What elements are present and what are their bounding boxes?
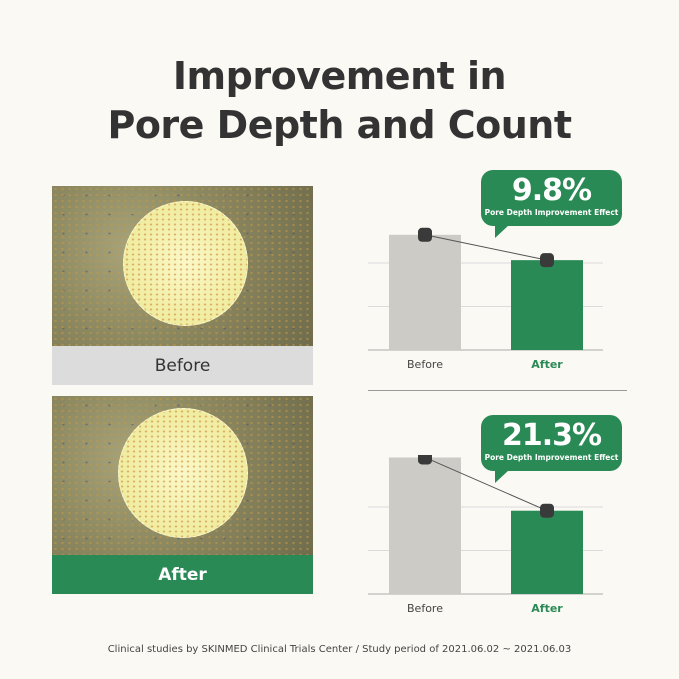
page-title: Improvement in Pore Depth and Count <box>107 54 572 147</box>
trend-line <box>424 234 548 261</box>
data-marker <box>540 253 554 268</box>
bar-after <box>511 510 583 594</box>
chart-1: Before After <box>368 227 603 371</box>
divider <box>368 390 627 391</box>
trend-line <box>424 457 548 512</box>
callout-bubble-2: 21.3% Pore Depth Improvement Effect <box>481 415 622 483</box>
bar-after <box>511 260 583 350</box>
x-tick-label: After <box>531 358 563 371</box>
bar-before <box>389 457 461 594</box>
x-tick-label: After <box>531 602 563 615</box>
footer-note: Clinical studies by SKINMED Clinical Tri… <box>107 644 572 655</box>
data-marker <box>418 455 432 465</box>
after-label: After <box>52 555 313 594</box>
data-marker <box>418 227 432 242</box>
data-marker <box>540 503 554 518</box>
chart-2: Before After <box>368 455 603 615</box>
callout-bubble-1: 9.8% Pore Depth Improvement Effect <box>481 170 622 238</box>
before-label: Before <box>52 346 313 385</box>
x-tick-label: Before <box>407 602 443 615</box>
before-photo <box>52 186 313 346</box>
after-photo <box>52 396 313 556</box>
bar-before <box>389 234 461 350</box>
x-tick-label: Before <box>407 358 443 371</box>
